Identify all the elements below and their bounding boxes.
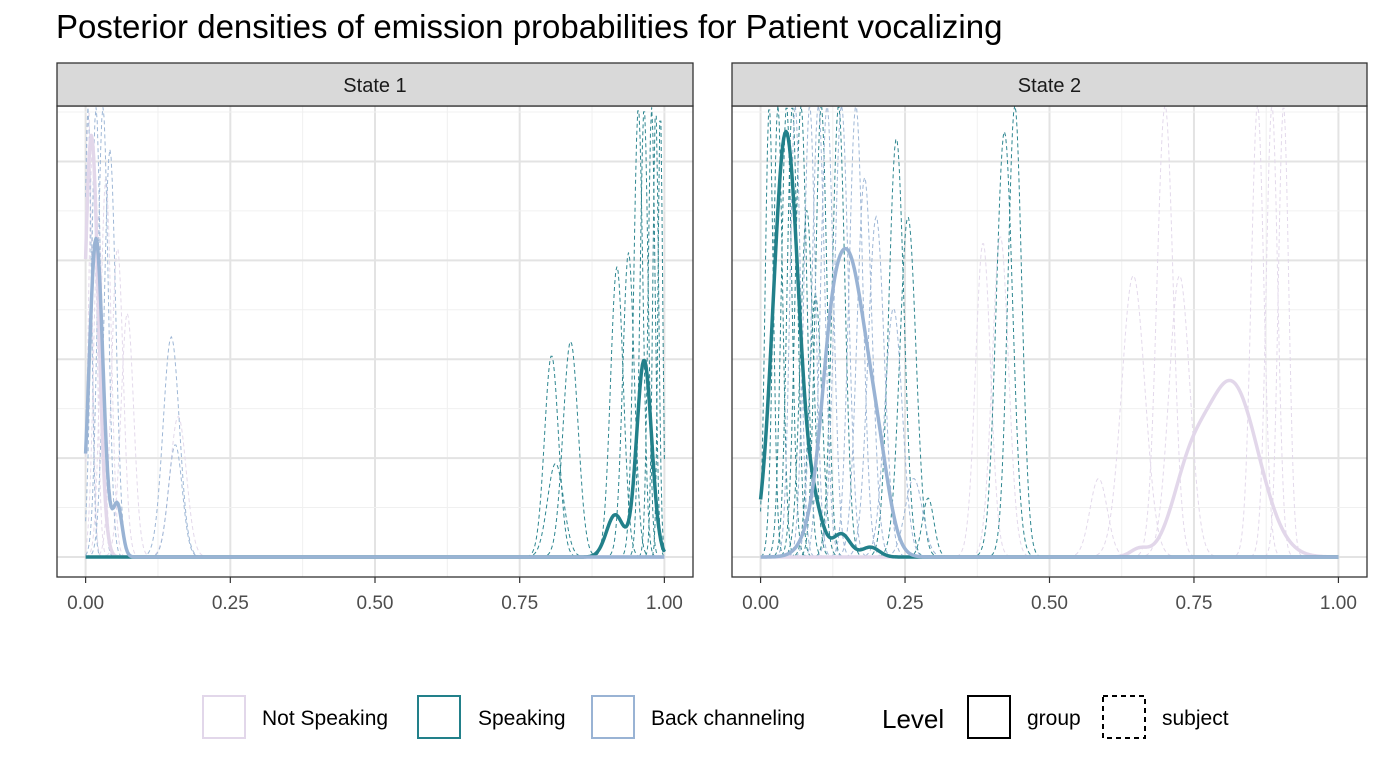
legend-key-subject <box>1102 695 1146 739</box>
strip-background <box>731 62 1368 107</box>
legend-label-speaking: Speaking <box>478 707 566 730</box>
legend-key-not-speaking <box>202 695 246 739</box>
x-tick-label: 0.00 <box>67 593 104 614</box>
strip-label: State 1 <box>343 75 406 97</box>
legend-label-subject: subject <box>1162 707 1229 730</box>
x-tick-label: 0.25 <box>887 593 924 614</box>
panel-state-2: State 2 0.00 0.25 0.50 0.75 1.00 <box>731 62 1368 614</box>
legend-key-back-channeling <box>591 695 635 739</box>
panel-curves <box>758 106 1340 559</box>
x-tick-label: 1.00 <box>646 593 683 614</box>
x-tick-label: 0.75 <box>501 593 538 614</box>
legend-key-group <box>967 695 1011 739</box>
legend-key-speaking <box>417 695 461 739</box>
legend-label-back-channeling: Back channeling <box>651 707 805 730</box>
x-tick-label: 0.50 <box>1031 593 1068 614</box>
x-tick-label: 0.00 <box>742 593 779 614</box>
strip-label: State 2 <box>1018 75 1081 97</box>
legend-title-level: Level <box>882 704 944 734</box>
x-tick-label: 1.00 <box>1320 593 1357 614</box>
legend-label-group: group <box>1027 707 1081 730</box>
group-curve-back-channeling <box>759 246 1340 559</box>
legend-label-not-speaking: Not Speaking <box>262 707 388 730</box>
x-tick-label: 0.75 <box>1175 593 1212 614</box>
legend: Not Speaking Speaking Back channeling Level… <box>202 695 1229 739</box>
group-curve-back-channeling <box>83 236 665 559</box>
chart-title: Posterior densities of emission probabil… <box>56 8 1003 45</box>
x-tick-label: 0.50 <box>357 593 394 614</box>
strip-background <box>56 62 694 107</box>
panel-state-1: State 1 0.00 0.25 0.50 0.75 1.00 <box>56 62 694 614</box>
x-tick-label: 0.25 <box>212 593 249 614</box>
panel-curves <box>83 107 666 559</box>
